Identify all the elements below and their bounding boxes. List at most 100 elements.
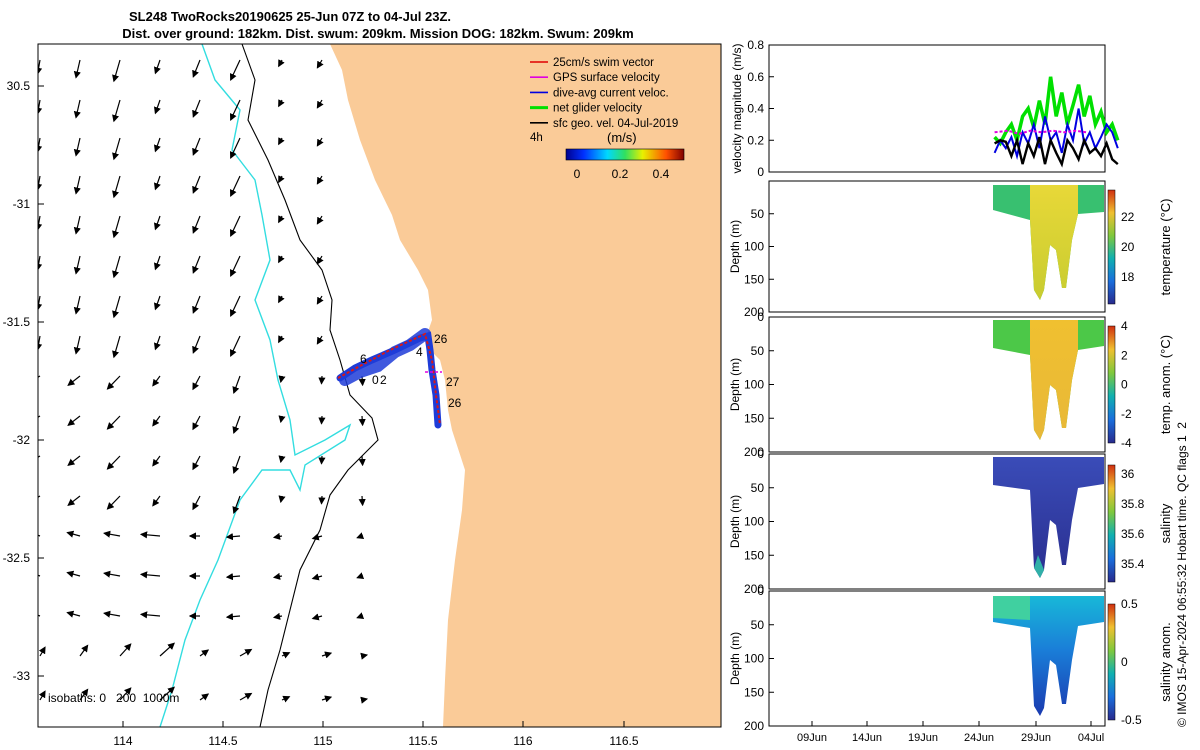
legend-label: sfc geo. vel. 04-Jul-2019 <box>553 118 678 130</box>
map-axis-ticks: 114 114.5 115 115.5 116 116.5 30.5 -31 -31.5 -32 -… <box>3 79 639 748</box>
panel-y-tick-label: 200 <box>744 445 764 459</box>
velocity-arrow <box>321 651 333 659</box>
velocity-arrow <box>278 415 286 424</box>
velocity-arrow <box>272 572 283 580</box>
velocity-arrow <box>225 613 241 621</box>
colorbar-tick-label: 0 <box>1121 378 1128 392</box>
panel-y-tick-label: 0.8 <box>747 38 764 52</box>
velocity-arrow <box>119 643 132 657</box>
colorbar-tick: 0.2 <box>612 167 629 181</box>
panel-y-tick-label: 0 <box>757 310 764 324</box>
colorbar-label: temperature (°C) <box>1158 199 1173 296</box>
colorbar-label: salinity anom. <box>1158 622 1173 701</box>
title-line1: SL248 TwoRocks20190625 25-Jun 07Z to 04-… <box>129 9 451 24</box>
colorbar-tick-label: -4 <box>1121 436 1132 450</box>
panel-y-tick-label: 150 <box>744 272 764 286</box>
velocity-arrow <box>229 255 241 277</box>
velocity-arrow <box>38 215 43 231</box>
velocity-arrow <box>311 613 323 621</box>
velocity-arrow <box>225 533 241 541</box>
temperature-section <box>993 185 1104 300</box>
colorbar-tick-label: -0.5 <box>1121 713 1142 727</box>
time-x-tick-label: 29Jun <box>1021 732 1051 744</box>
colorbar-tick-label: 35.8 <box>1121 497 1145 511</box>
map-y-tick-label: -33 <box>13 669 31 683</box>
panel-y-tick-label: 0.6 <box>747 70 764 84</box>
map-x-tick-label: 114 <box>113 734 132 748</box>
surface-velocity-arrows <box>38 59 369 704</box>
velocity-arrow <box>229 335 241 357</box>
isobath-label: isobaths: 0 200 1000m <box>48 691 179 705</box>
velocity-arrow <box>356 612 365 620</box>
velocity-arrow <box>112 335 121 359</box>
velocity-arrow <box>112 175 121 199</box>
velocity-arrow <box>67 455 81 466</box>
map-y-tick-label: 30.5 <box>7 79 31 93</box>
velocity-arrow <box>153 59 161 75</box>
velocity-arrow <box>278 175 285 184</box>
velocity-arrow <box>73 335 81 355</box>
panel-y-tick-label: 50 <box>751 207 765 221</box>
velocity-arrow <box>38 99 43 115</box>
panel-y-tick-label: 150 <box>744 411 764 425</box>
velocity-arrow <box>66 570 81 578</box>
time-x-tick-label: 04Jul <box>1078 732 1104 744</box>
colorbar-tick-label: 20 <box>1121 240 1135 254</box>
velocity-arrow <box>152 495 161 507</box>
velocity-arrow <box>66 530 81 538</box>
panel-y-tick-label: 0.4 <box>747 102 764 116</box>
velocity-arrow <box>229 99 241 121</box>
velocity-arrow <box>112 295 121 319</box>
colorbar-label: temp. anom. (°C) <box>1158 335 1173 434</box>
panel-y-label: Depth (m) <box>728 358 742 411</box>
velocity-arrow <box>358 455 366 467</box>
velocity-arrow <box>318 455 326 465</box>
velocity-arrow <box>229 175 241 197</box>
velocity-arrow <box>38 255 43 271</box>
velocity-arrow <box>66 610 81 618</box>
velocity-arrow <box>316 175 324 185</box>
map-x-tick-label: 116 <box>513 734 532 748</box>
velocity-arrow <box>232 415 241 435</box>
velocity-arrow <box>79 688 89 701</box>
colorbar-tick: 0.4 <box>653 167 670 181</box>
colorbar-tick-label: 0 <box>1121 655 1128 669</box>
velocity-arrow <box>73 215 81 235</box>
velocity-arrow <box>106 415 121 430</box>
velocity-arrow <box>139 531 161 539</box>
colorbar-tick-label: 18 <box>1121 270 1135 284</box>
time-x-tick-label: 14Jun <box>852 732 882 744</box>
velocity-arrow <box>112 215 121 239</box>
velocity-arrow <box>112 59 121 83</box>
velocity-arrow <box>139 611 161 619</box>
velocity-arrow <box>153 255 161 271</box>
track-label: 6 <box>360 352 367 366</box>
map-frame <box>37 43 722 728</box>
track-label: 4 <box>416 345 423 359</box>
salinity-anomaly-colorbar <box>1107 603 1116 721</box>
velocity-arrow <box>73 59 81 79</box>
temp-anomaly-colorbar <box>1107 325 1116 444</box>
velocity-arrow <box>316 137 324 147</box>
copyright-side-text: © IMOS 15-Apr-2024 06:55:32 Hobart time.… <box>1175 422 1189 727</box>
isobath-200m <box>241 44 379 727</box>
velocity-arrow <box>103 570 121 578</box>
panel-y-tick-label: 100 <box>744 652 764 666</box>
velocity-arrow <box>152 455 161 467</box>
velocity-arrow <box>358 415 366 427</box>
legend-time-label: 4h <box>530 132 543 144</box>
velocity-arrow <box>192 415 201 431</box>
velocity-arrow <box>192 175 201 194</box>
panel-y-label: Depth (m) <box>728 220 742 273</box>
velocity-arrow <box>38 175 43 191</box>
velocity-arrow <box>360 652 369 660</box>
velocity-arrow <box>316 215 324 225</box>
velocity-arrow <box>278 495 286 504</box>
velocity-arrow <box>192 59 201 78</box>
colorbar-tick: 0 <box>574 167 581 181</box>
panel-y-tick-label: 100 <box>744 240 764 254</box>
velocity-arrow <box>360 696 369 704</box>
colorbar-tick-label: 2 <box>1121 348 1128 362</box>
